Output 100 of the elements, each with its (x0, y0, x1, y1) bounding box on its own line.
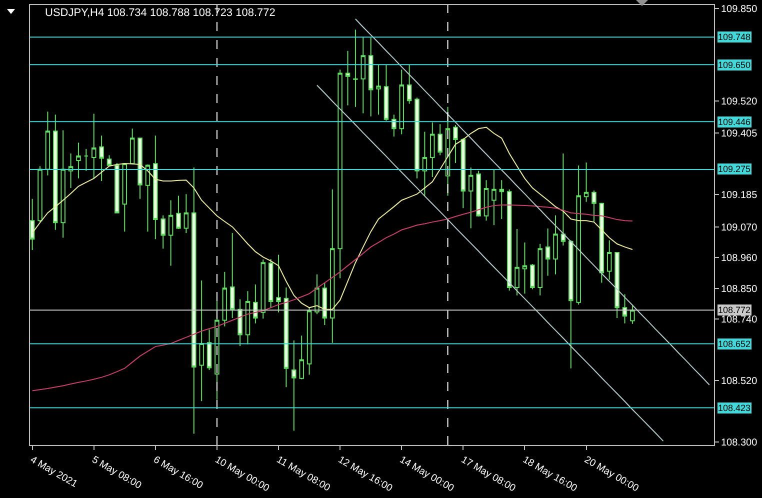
candlestick (492, 168, 496, 226)
candlestick (284, 287, 289, 388)
candlestick (76, 142, 81, 179)
line-series (32, 126, 633, 310)
ref-line-label: 109.446 (718, 117, 751, 127)
candlestick (384, 64, 389, 122)
candlestick (514, 228, 520, 296)
line-series (354, 18, 710, 386)
candlestick (192, 167, 196, 434)
candlestick (299, 335, 304, 380)
candlestick (145, 164, 150, 232)
x-tick-label: 4 May 2021 (28, 454, 80, 490)
y-tick-label: 108.520 (721, 376, 758, 388)
candlestick (392, 114, 396, 137)
candlestick (253, 284, 258, 324)
candlestick (330, 188, 335, 344)
candlestick (230, 232, 235, 319)
candlestick (206, 328, 212, 371)
candlestick (599, 202, 604, 284)
candlestick (438, 124, 442, 156)
candlestick (360, 36, 366, 114)
candlestick (45, 111, 50, 176)
candlestick (414, 97, 420, 179)
y-tick-label: 108.740 (721, 314, 758, 326)
candlestick (353, 29, 358, 108)
candlestick (338, 69, 342, 279)
candlestick (592, 190, 596, 222)
candlestick (376, 64, 381, 116)
x-tick-label: 20 May 00:00 (582, 454, 641, 494)
candlestick (276, 254, 281, 313)
candlestick (122, 163, 128, 232)
candlestick (630, 305, 635, 324)
candlestick (199, 280, 204, 402)
candlestick (176, 195, 181, 230)
candlestick (614, 252, 620, 319)
candlestick (422, 131, 428, 196)
candlestick (68, 153, 74, 188)
candlestick (399, 69, 404, 135)
candlestick (538, 243, 542, 296)
candlestick (476, 170, 481, 217)
ref-line-label: 109.748 (718, 32, 751, 42)
candlestick (84, 148, 89, 172)
candlestick (222, 271, 228, 327)
y-tick-label: 108.300 (721, 438, 758, 449)
candlestick (568, 240, 574, 369)
candlestick (322, 282, 328, 326)
candlestick (545, 228, 550, 276)
candlestick (53, 114, 58, 230)
candlestick (584, 162, 589, 202)
candlestick (453, 124, 458, 164)
y-tick-label: 109.850 (721, 4, 758, 16)
candlestick (160, 214, 166, 250)
ref-line-label: 108.772 (718, 305, 751, 315)
candlestick (576, 165, 581, 306)
candlestick (292, 340, 296, 432)
candlestick (138, 138, 142, 200)
candlestick (553, 214, 558, 275)
candlestick (430, 122, 435, 178)
candlestick (38, 166, 42, 223)
candlestick (606, 240, 612, 280)
candlestick (184, 194, 189, 234)
x-tick-label: 17 May 08:00 (459, 454, 518, 494)
x-tick-label: 11 May 08:00 (274, 454, 332, 494)
y-tick-label: 108.850 (721, 284, 758, 295)
candlestick (530, 264, 535, 290)
candlestick (91, 113, 96, 179)
candlestick (522, 242, 528, 294)
x-tick-label: 6 May 16:00 (151, 454, 205, 492)
candlestick (368, 37, 374, 117)
candlestick (114, 162, 120, 214)
y-tick-label: 109.520 (721, 96, 758, 108)
candlestick (345, 50, 350, 106)
y-tick-label: 109.070 (721, 222, 758, 234)
candlestick (622, 294, 628, 324)
candlestick (106, 154, 112, 167)
candlestick (468, 167, 474, 229)
candlestick (268, 258, 274, 308)
line-series (316, 84, 664, 442)
candlestick (260, 259, 266, 320)
candlestick (484, 180, 489, 222)
candlestick (406, 64, 412, 104)
candlestick (245, 290, 250, 345)
x-tick-label: 12 May 16:00 (336, 454, 394, 494)
candlestick (506, 188, 512, 292)
ref-line-label: 109.650 (718, 60, 751, 70)
candlestick (499, 180, 504, 220)
y-tick-label: 108.960 (721, 253, 758, 264)
x-tick-label: 5 May 08:00 (90, 454, 144, 492)
ref-line-label: 108.423 (718, 403, 751, 413)
candlestick (306, 307, 312, 376)
candlestick (168, 200, 174, 266)
candlestick (130, 128, 135, 164)
y-tick-label: 109.185 (721, 190, 758, 202)
ref-line-label: 109.275 (718, 164, 751, 174)
candlestick (560, 153, 566, 246)
x-tick-label: 14 May 00:00 (398, 454, 456, 494)
line-series (32, 204, 633, 392)
candlestick (99, 135, 104, 182)
candlestick (60, 130, 66, 238)
candlestick (238, 298, 242, 346)
